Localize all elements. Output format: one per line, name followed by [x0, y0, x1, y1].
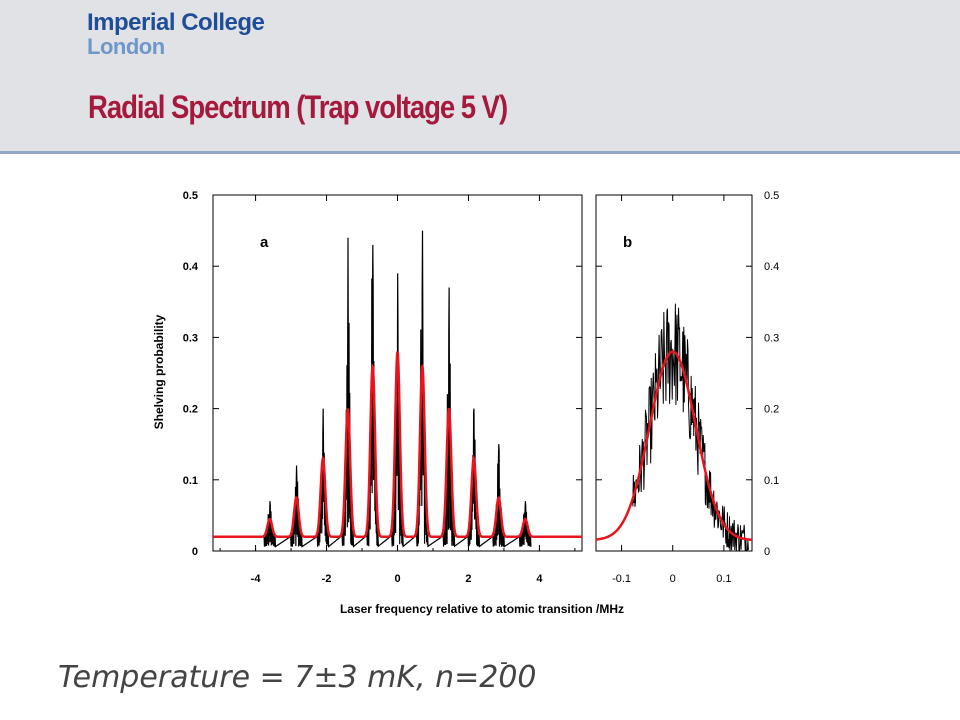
y-tick-label-a: 0.3: [183, 332, 198, 344]
y-tick-label-a: 0.5: [183, 190, 198, 202]
x-axis-label: Laser frequency relative to atomic trans…: [340, 602, 624, 616]
data-trace-a: [263, 230, 532, 548]
y-tick-label-b: 0.2: [764, 404, 779, 416]
y-tick-label-a: 0.2: [183, 404, 198, 416]
y-tick-label-b: 0.4: [764, 261, 779, 273]
logo-line-2: London: [87, 34, 165, 59]
y-tick-label-b: 0.3: [764, 332, 779, 344]
x-tick-label-a: 4: [536, 573, 543, 585]
mean-n-overbar: -: [500, 650, 508, 675]
y-tick-label-b: 0: [764, 546, 770, 558]
imperial-college-logo: Imperial College London: [87, 9, 265, 59]
panel-b-frame: [595, 194, 753, 552]
panel-b: 0 0.1 0.2 0.3 0.4 0.5 -0.1 0 0.1 b: [595, 190, 779, 585]
slide-header: Imperial College London Radial Spectrum …: [0, 0, 960, 154]
panel-label-b: b: [623, 234, 632, 251]
y-tick-label-a: 0: [192, 546, 198, 558]
x-tick-label-a: -2: [322, 573, 332, 585]
x-tick-label-b: 0.1: [716, 573, 731, 585]
x-tick-label-a: 0: [394, 573, 400, 585]
y-tick-label-a: 0.4: [183, 261, 199, 273]
fit-curve-b: [595, 350, 753, 542]
x-tick-label-a: -4: [251, 573, 262, 585]
logo-line-1: Imperial College: [87, 9, 265, 36]
panel-a: 0 0.1 0.2 0.3 0.4 0.5 -4 -2 0 2 4 a: [183, 190, 583, 585]
x-tick-label-b: -0.1: [612, 573, 631, 585]
slide-title: Radial Spectrum (Trap voltage 5 V): [88, 89, 508, 125]
y-axis-label: Shelving probability: [152, 314, 166, 429]
y-tick-label-a: 0.1: [183, 475, 198, 487]
x-tick-label-b: 0: [670, 573, 676, 585]
temperature-caption: Temperature = 7±3 mK, n=200: [58, 660, 537, 695]
panel-label-a: a: [260, 234, 269, 251]
fit-curve-a: [213, 351, 582, 539]
x-tick-label-a: 2: [465, 573, 471, 585]
y-tick-label-b: 0.1: [764, 475, 779, 487]
y-tick-label-b: 0.5: [764, 190, 779, 202]
